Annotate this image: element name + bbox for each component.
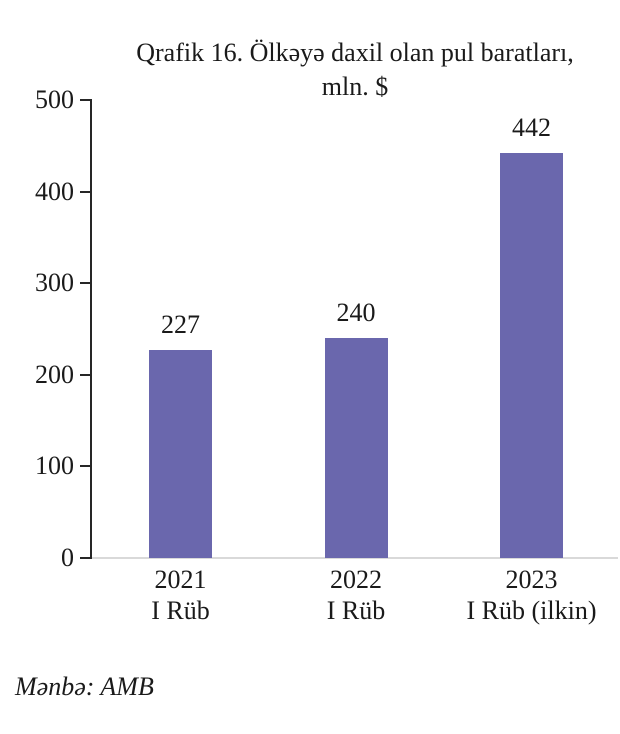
x-category-label: 2022 I Rüb (241, 564, 471, 626)
bar-value-label: 240 (336, 298, 376, 328)
y-tick-label: 300 (35, 268, 74, 298)
y-tick-label: 0 (61, 543, 74, 572)
y-tick-label: 200 (35, 359, 74, 389)
y-tick-mark (80, 99, 90, 101)
bar-value-label: 442 (512, 113, 551, 143)
x-category-quarter: I Rüb (151, 596, 210, 625)
y-tick-mark (80, 557, 90, 559)
bar-2023 (500, 153, 563, 558)
y-tick-label: 500 (35, 85, 74, 114)
chart-title-line1: Qrafik 16. Ölkəyə daxil olan pul baratla… (136, 38, 574, 67)
x-category-quarter: I Rüb (ilkin) (466, 596, 597, 625)
y-tick-mark (80, 190, 90, 193)
y-tick-mark (80, 282, 90, 285)
x-axis (92, 557, 618, 559)
x-category-quarter: I Rüb (326, 596, 386, 625)
source-note: Mənbə: AMB (15, 672, 154, 701)
bar-2021 (149, 350, 212, 558)
bar-2022 (324, 338, 388, 558)
y-tick-mark (80, 465, 90, 468)
bar-value-label: 227 (161, 310, 200, 340)
x-category-year: 2023 (505, 565, 558, 594)
x-category-year: 2021 (154, 565, 207, 594)
y-tick-label: 400 (35, 176, 74, 206)
chart-title-line2: mln. $ (321, 72, 389, 101)
x-category-label: 2023 I Rüb (ilkin) (417, 564, 620, 626)
y-tick-label: 100 (35, 451, 74, 481)
chart-title: Qrafik 16. Ölkəyə daxil olan pul baratla… (92, 36, 618, 104)
x-category-label: 2021 I Rüb (66, 564, 296, 626)
y-axis (90, 99, 92, 559)
y-tick-mark (80, 373, 90, 376)
x-category-year: 2022 (330, 565, 382, 594)
